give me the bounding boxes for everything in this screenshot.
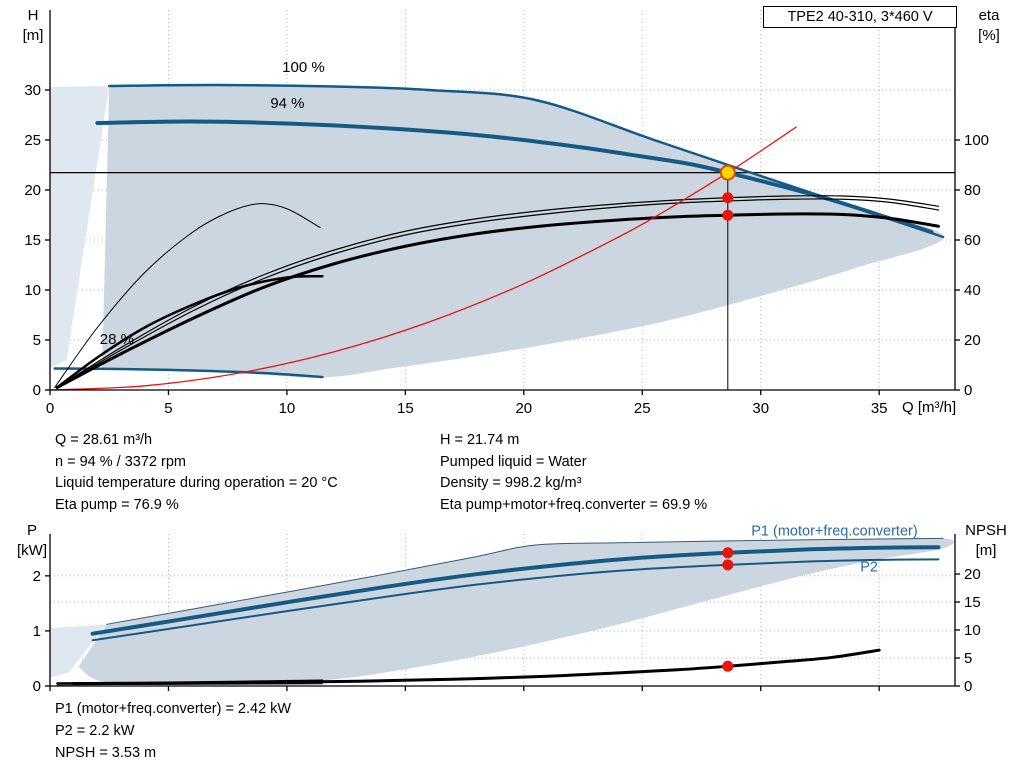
eta-total-curve bbox=[55, 212, 940, 389]
duty-info-right: H = 21.74 m Pumped liquid = Water Densit… bbox=[440, 430, 707, 516]
y-tick-label-left: 30 bbox=[24, 82, 41, 99]
label-100pct: 100 % bbox=[282, 59, 325, 76]
y-tick-label-left: 0 bbox=[33, 382, 41, 399]
info-pumped-liquid: Pumped liquid = Water bbox=[440, 453, 587, 470]
eta-lowspeed-thin bbox=[54, 203, 321, 388]
y-tick-label-right: 0 bbox=[964, 678, 972, 695]
duty-info-left: Q = 28.61 m³/h n = 94 % / 3372 rpm Liqui… bbox=[55, 430, 338, 516]
info-head: H = 21.74 m bbox=[440, 432, 520, 448]
pump-type-label: TPE2 40-310, 3*460 V bbox=[763, 6, 957, 28]
y-tick-label-left: 10 bbox=[24, 282, 41, 299]
y-tick-label-left: 15 bbox=[24, 232, 41, 249]
y-axis-label-power: P [kW] bbox=[17, 522, 47, 559]
info-speed: n = 94 % / 3372 rpm bbox=[55, 453, 186, 470]
eta-pump-curve-b bbox=[56, 198, 940, 389]
eta-pump-curve bbox=[56, 195, 940, 389]
y-tick-label-right: 0 bbox=[964, 382, 972, 399]
info-flow: Q = 28.61 m³/h bbox=[55, 432, 153, 448]
y-tick-label-right: 40 bbox=[964, 282, 981, 299]
label-p1: P1 (motor+freq.converter) bbox=[751, 524, 917, 540]
info-eta-total: Eta pump+motor+freq.converter = 69.9 % bbox=[440, 496, 708, 513]
p1-curve bbox=[90, 545, 941, 636]
label-28pct: 28 % bbox=[100, 331, 134, 348]
label-94pct: 94 % bbox=[270, 95, 304, 112]
x-axis-label-flow: Q [m³/h] bbox=[902, 399, 957, 416]
operating-envelope-light bbox=[50, 86, 110, 368]
eta-pump-point bbox=[722, 192, 734, 204]
y-tick-label-right: 5 bbox=[964, 650, 972, 667]
y-tick-label-right: 100 bbox=[964, 132, 989, 149]
x-tick-label: 35 bbox=[871, 400, 888, 417]
info-liquid-temp: Liquid temperature during operation = 20… bbox=[55, 475, 338, 491]
info-eta-pump: Eta pump = 76.9 % bbox=[55, 496, 179, 513]
y-tick-label-right: 80 bbox=[964, 182, 981, 199]
x-tick-label: 10 bbox=[279, 400, 296, 417]
y-tick-label-right: 15 bbox=[964, 594, 981, 611]
info-p2: P2 = 2.2 kW bbox=[55, 723, 135, 739]
power-envelope bbox=[78, 537, 955, 684]
p2-point bbox=[722, 559, 734, 571]
y-tick-label-right: 20 bbox=[964, 332, 981, 349]
x-tick-label: 30 bbox=[752, 400, 769, 417]
x-tick-label: 25 bbox=[634, 400, 651, 417]
eta-total-point bbox=[722, 209, 734, 221]
info-p1: P1 (motor+freq.converter) = 2.42 kW bbox=[55, 701, 292, 717]
info-npsh: NPSH = 3.53 m bbox=[55, 745, 157, 761]
power-envelope-light bbox=[50, 624, 107, 678]
y-tick-label-right: 10 bbox=[964, 622, 981, 639]
y-tick-label-right: 60 bbox=[964, 232, 981, 249]
duty-point-marker[interactable] bbox=[719, 164, 736, 181]
y-tick-label-left: 5 bbox=[33, 332, 41, 349]
p1-point bbox=[722, 547, 734, 559]
x-tick-label: 20 bbox=[515, 400, 532, 417]
operating-envelope bbox=[102, 84, 944, 378]
y-axis-label-eta: eta [%] bbox=[978, 7, 1000, 44]
p-100pct-edge bbox=[106, 537, 944, 625]
y-tick-label-left: 2 bbox=[33, 568, 41, 585]
y-tick-label-left: 1 bbox=[33, 623, 41, 640]
y-axis-label-npsh: NPSH [m] bbox=[965, 522, 1007, 559]
npsh-point bbox=[722, 660, 734, 672]
power-info: P1 (motor+freq.converter) = 2.42 kW P2 =… bbox=[55, 698, 291, 764]
x-tick-label: 0 bbox=[46, 400, 54, 417]
p2-curve bbox=[91, 558, 940, 642]
npsh-curve bbox=[72, 648, 881, 685]
y-tick-label-left: 25 bbox=[24, 132, 41, 149]
x-tick-label: 5 bbox=[164, 400, 172, 417]
y-tick-label-left: 0 bbox=[33, 678, 41, 695]
y-axis-label-head: H [m] bbox=[22, 7, 44, 44]
head-flow-chart[interactable]: 0 5 10 15 20 25 30 35 0 5 10 15 20 25 30 0 20 40 60 80 100 10… bbox=[0, 0, 1024, 425]
info-density: Density = 998.2 kg/m³ bbox=[440, 475, 582, 491]
y-tick-label-left: 20 bbox=[24, 182, 41, 199]
x-tick-label: 15 bbox=[397, 400, 414, 417]
label-p2: P2 bbox=[860, 559, 878, 575]
y-tick-label-right: 20 bbox=[964, 566, 981, 583]
curve-28pct bbox=[53, 367, 324, 379]
